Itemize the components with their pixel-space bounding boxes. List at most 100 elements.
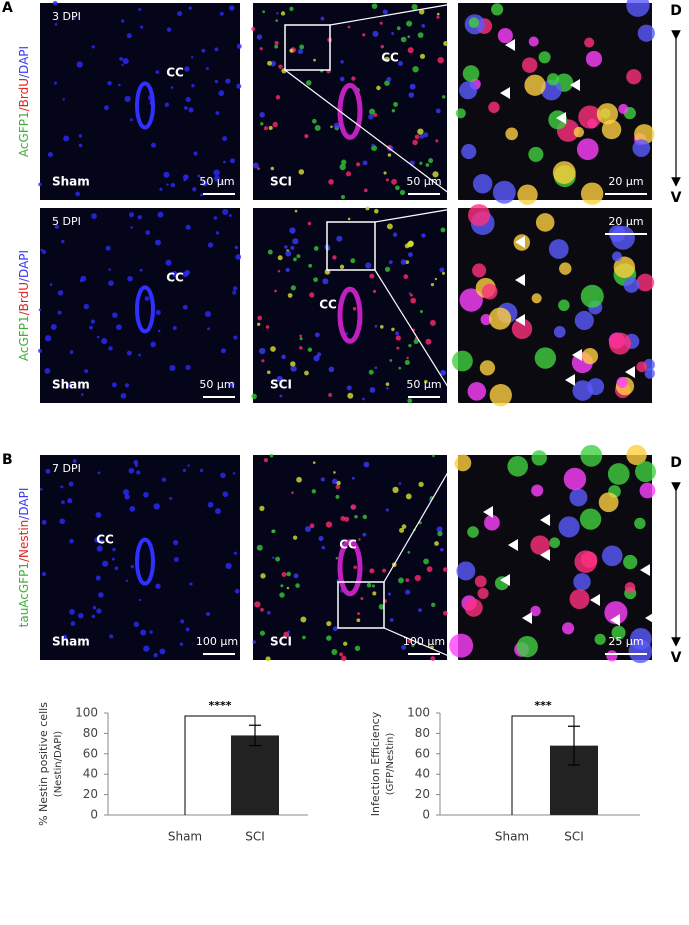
cell xyxy=(191,83,195,88)
cell xyxy=(41,519,47,525)
cell xyxy=(387,153,392,157)
cell xyxy=(293,573,299,579)
cell xyxy=(259,347,266,355)
arrowhead xyxy=(640,564,650,576)
cell xyxy=(362,160,368,166)
cell xyxy=(165,259,172,266)
y-tick-label: 60 xyxy=(415,746,430,760)
cell xyxy=(72,459,77,463)
cell xyxy=(278,64,283,69)
cell xyxy=(410,297,417,304)
cell xyxy=(417,128,424,135)
x-tick-label: Sham xyxy=(495,830,529,844)
cell xyxy=(274,40,279,46)
cell xyxy=(352,307,357,311)
cell xyxy=(111,382,117,388)
cell xyxy=(122,489,130,496)
cell xyxy=(432,171,439,178)
cell xyxy=(407,252,413,258)
cell xyxy=(385,178,389,182)
cell xyxy=(531,450,547,466)
cell xyxy=(601,545,623,567)
cell xyxy=(320,16,325,21)
cell xyxy=(558,516,580,538)
cell xyxy=(177,11,183,17)
cell xyxy=(72,16,76,21)
stain-part: AcGFP1 xyxy=(17,315,31,361)
cell xyxy=(259,47,263,51)
cell xyxy=(67,498,73,504)
cell xyxy=(274,289,277,293)
time-label: 5 DPI xyxy=(52,215,81,228)
cell xyxy=(609,332,632,355)
cell xyxy=(384,56,390,62)
cell xyxy=(443,40,449,46)
cell xyxy=(423,132,429,138)
group-label: SCI xyxy=(270,635,292,649)
cell xyxy=(391,178,397,185)
cell xyxy=(283,631,290,638)
cell xyxy=(304,133,309,139)
cell xyxy=(182,304,188,310)
cell xyxy=(188,6,192,10)
cell xyxy=(374,366,378,370)
cell xyxy=(96,545,103,552)
cell xyxy=(408,344,412,348)
cell xyxy=(581,551,598,568)
cell xyxy=(328,393,333,397)
cell xyxy=(530,605,541,617)
cell xyxy=(267,60,272,66)
cell xyxy=(398,61,403,66)
cell xyxy=(411,643,415,647)
cell xyxy=(488,307,512,330)
cell xyxy=(313,355,320,362)
cell xyxy=(92,605,97,610)
cell xyxy=(272,556,275,560)
cell xyxy=(569,488,588,507)
cell xyxy=(339,652,344,657)
cell xyxy=(376,85,381,91)
y-tick-label: 20 xyxy=(415,787,430,801)
cell xyxy=(484,514,500,531)
cell xyxy=(126,350,132,356)
cell xyxy=(270,346,276,352)
cell xyxy=(275,556,281,562)
group-label: SCI xyxy=(270,378,292,392)
cell xyxy=(99,539,105,545)
cell xyxy=(549,537,561,549)
cell xyxy=(180,619,185,624)
cell xyxy=(120,392,127,399)
cell xyxy=(369,108,376,115)
arrowhead xyxy=(522,612,532,624)
cell xyxy=(172,326,177,331)
cell xyxy=(299,346,303,350)
x-tick-label: Sham xyxy=(168,830,202,844)
cell xyxy=(289,6,294,12)
cell xyxy=(138,598,142,602)
cell xyxy=(256,34,263,40)
cell xyxy=(417,32,424,38)
cell xyxy=(157,211,164,218)
cell xyxy=(398,577,404,584)
cell xyxy=(430,283,435,287)
cell xyxy=(128,467,135,474)
cell xyxy=(339,264,345,269)
cc-label: CC xyxy=(339,538,357,552)
cell xyxy=(108,346,113,351)
cell xyxy=(257,315,263,321)
cell xyxy=(553,326,566,338)
cell xyxy=(383,171,387,175)
cell xyxy=(491,3,504,16)
group-label: SCI xyxy=(270,175,292,189)
cell xyxy=(98,592,104,598)
cell xyxy=(251,26,256,31)
cell xyxy=(409,293,413,297)
cell xyxy=(107,80,112,86)
cell xyxy=(299,44,305,50)
cell xyxy=(263,126,269,131)
cell xyxy=(312,118,317,124)
cell xyxy=(68,481,74,487)
cell xyxy=(91,614,96,619)
cell xyxy=(371,584,375,588)
error-bar xyxy=(568,725,580,766)
